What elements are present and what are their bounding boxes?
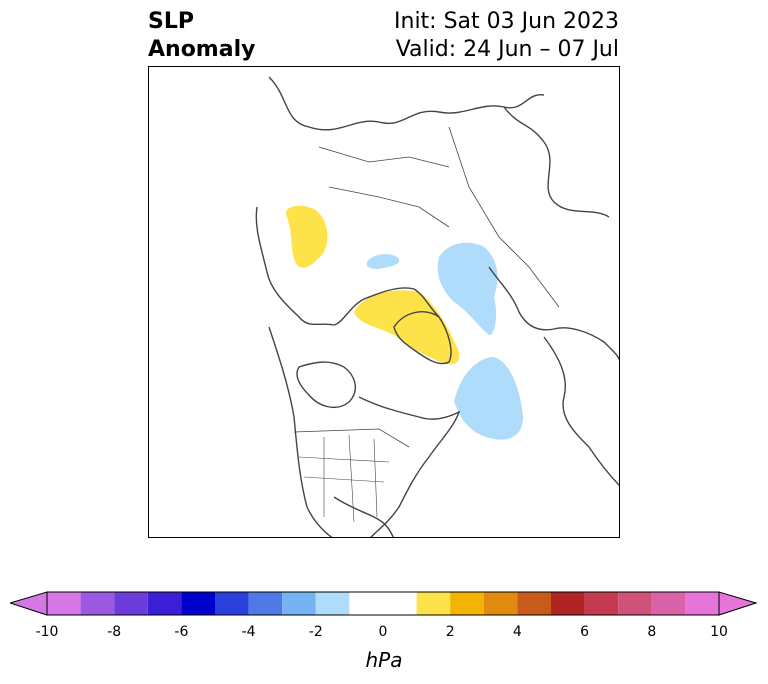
- colorbar-tick-label: -2: [308, 624, 323, 640]
- title-line-1: SLP: [148, 9, 194, 34]
- anomaly-beaufort-negative: [366, 254, 400, 269]
- colorbar-extend-low: [10, 591, 48, 616]
- colorbar-tick-label: -8: [107, 624, 122, 640]
- coast-siberia: [268, 76, 545, 131]
- colorbar-tick-label: 4: [512, 624, 522, 640]
- anomaly-greenland-positive: [354, 290, 460, 365]
- colorbar-bin-18: [685, 592, 719, 615]
- colorbar-bin-16: [618, 592, 652, 615]
- colorbar-bin-13: [517, 592, 551, 615]
- colorbar-tick-label: 0: [378, 624, 388, 640]
- colorbar-bin-14: [551, 592, 585, 615]
- colorbar-bin-2: [114, 592, 148, 615]
- colorbar-bin-10: [416, 592, 451, 615]
- coast-greenland: [393, 311, 452, 365]
- colorbar-tick-label: -6: [174, 624, 189, 640]
- coast-europe: [543, 336, 619, 486]
- coast-hudson: [296, 361, 356, 409]
- title-line-2: Anomaly: [148, 37, 256, 62]
- colorbar-bin-9: [349, 592, 417, 615]
- coastlines: [255, 76, 619, 537]
- anomaly-layer: [285, 205, 523, 440]
- coast-far-east: [503, 106, 610, 218]
- colorbar-bin-8: [315, 592, 350, 615]
- colorbar-tick-label: -4: [241, 624, 256, 640]
- init-date: Init: Sat 03 Jun 2023: [394, 9, 619, 34]
- border-china: [318, 146, 450, 168]
- anomaly-alaska-positive: [285, 205, 328, 268]
- map-panel: [148, 66, 620, 538]
- colorbar-bin-12: [483, 592, 518, 615]
- coast-alaska: [255, 206, 335, 326]
- coast-canada-arctic: [333, 287, 440, 326]
- border-us-canada: [293, 428, 410, 448]
- colorbar-bin-15: [584, 592, 619, 615]
- colorbar-tick-label: 8: [647, 624, 657, 640]
- map-title: SLP Anomaly: [148, 8, 255, 64]
- colorbar-bin-0: [47, 592, 81, 615]
- coast-gulf: [333, 496, 394, 537]
- coast-north-america-east: [358, 396, 461, 537]
- colorbar-extend-high: [718, 591, 758, 616]
- colorbar-bin-4: [181, 592, 215, 615]
- colorbar-bin-6: [248, 592, 283, 615]
- colorbar-bin-5: [215, 592, 249, 615]
- colorbar-tick-label: 6: [580, 624, 590, 640]
- coast-scandinavia: [488, 266, 619, 361]
- border-asia-mid: [328, 186, 450, 228]
- colorbar-tick-label: -10: [35, 624, 59, 640]
- anomaly-barents-negative: [437, 242, 498, 336]
- colorbar-tick-label: 10: [710, 624, 728, 640]
- colorbar-tick-label: 2: [445, 624, 455, 640]
- anomaly-north-atlantic-negative: [454, 357, 523, 440]
- colorbar-bin-17: [651, 592, 686, 615]
- colorbar: [10, 591, 758, 616]
- colorbar-bin-7: [282, 592, 316, 615]
- colorbar-bins: [46, 591, 720, 616]
- colorbar-units: hPa: [365, 648, 403, 672]
- forecast-dates: Init: Sat 03 Jun 2023 Valid: 24 Jun – 07…: [394, 8, 619, 64]
- colorbar-bin-3: [147, 592, 182, 615]
- polar-map: [255, 76, 619, 537]
- border-russia: [448, 126, 560, 308]
- colorbar-bin-11: [450, 592, 484, 615]
- border-us-states-1: [298, 434, 390, 523]
- coast-north-america-west: [268, 326, 333, 537]
- valid-dates: Valid: 24 Jun – 07 Jul: [395, 37, 619, 62]
- colorbar-bin-1: [80, 592, 115, 615]
